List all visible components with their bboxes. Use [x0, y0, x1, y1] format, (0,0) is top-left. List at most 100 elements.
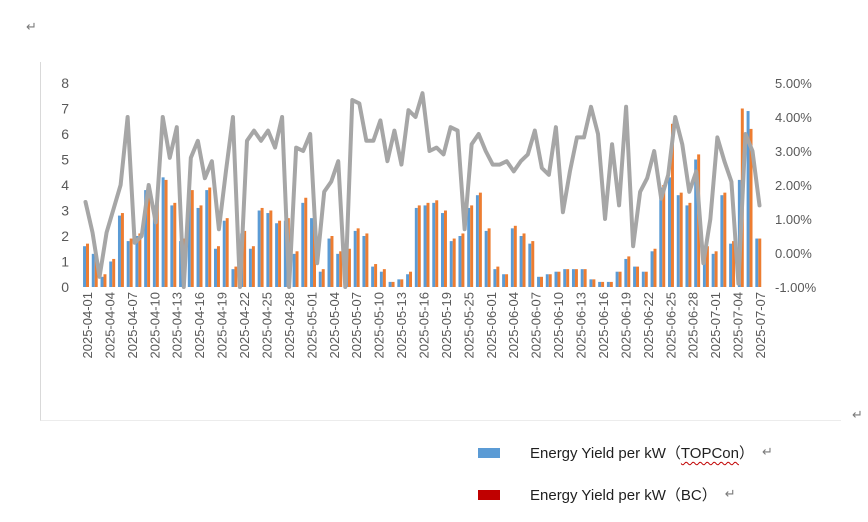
bar-bc — [243, 230, 247, 287]
y-left-tick-label: 7 — [61, 101, 69, 117]
bar-bc — [155, 202, 159, 287]
bar-bc — [164, 179, 168, 287]
x-tick-label: 2025-05-10 — [372, 292, 387, 359]
paragraph-mark-top: ↵ — [26, 20, 37, 35]
bar-bc — [574, 269, 578, 287]
bar-bc — [443, 210, 447, 287]
bar-bc — [662, 185, 666, 287]
y-left-tick-label: 3 — [61, 203, 69, 219]
y-left-tick-label: 2 — [61, 228, 69, 244]
bar-topcon — [275, 223, 279, 287]
bar-bc — [609, 281, 613, 287]
bar-topcon — [310, 218, 314, 287]
bar-topcon — [214, 248, 217, 287]
bar-topcon — [441, 213, 444, 287]
bar-topcon — [598, 281, 602, 287]
paragraph-mark-right: ↵ — [852, 408, 863, 423]
bar-bc — [487, 228, 491, 287]
bar-topcon — [170, 205, 174, 287]
bar-bc — [522, 233, 526, 287]
x-tick-label: 2025-06-07 — [529, 292, 544, 359]
bar-bc — [321, 269, 325, 287]
bar-topcon — [641, 271, 645, 287]
bar-topcon — [519, 236, 523, 287]
bar-topcon — [266, 213, 270, 287]
bar-bc — [531, 241, 535, 287]
bar-topcon — [589, 279, 593, 287]
bar-bc — [732, 241, 736, 287]
bar-bc — [540, 276, 543, 287]
bar-topcon — [432, 202, 436, 287]
x-tick-label: 2025-04-07 — [125, 292, 140, 359]
bar-topcon — [746, 111, 750, 287]
bar-bc — [679, 192, 683, 287]
bar-topcon — [729, 243, 733, 287]
y-left-tick-label: 5 — [61, 152, 69, 168]
bar-bc — [391, 281, 395, 287]
legend-label-bc: Energy Yield per kW（BC） — [530, 487, 717, 504]
bar-bc — [688, 202, 692, 287]
bar-topcon — [528, 243, 532, 287]
bar-bc — [513, 225, 517, 287]
bar-bc — [330, 236, 334, 287]
bar-topcon — [353, 230, 357, 287]
bar-topcon — [100, 276, 104, 287]
y-right-tick-label: -1.00% — [775, 280, 817, 295]
bar-topcon — [257, 210, 261, 287]
bar-bc — [382, 269, 386, 287]
bar-topcon — [406, 274, 410, 287]
bar-topcon — [711, 253, 715, 287]
x-tick-label: 2025-04-19 — [215, 292, 230, 359]
bar-bc — [601, 281, 605, 287]
bar-bc — [723, 192, 727, 287]
bar-bc — [409, 271, 413, 287]
bar-bc — [592, 279, 596, 287]
bar-bc — [758, 238, 762, 287]
bar-bc — [304, 197, 308, 287]
bar-bc — [295, 251, 299, 287]
bar-bc — [644, 271, 648, 287]
x-tick-label: 2025-06-01 — [484, 292, 499, 359]
x-tick-label: 2025-07-07 — [753, 292, 768, 359]
bar-topcon — [388, 281, 392, 287]
bar-topcon — [187, 192, 191, 287]
bar-bc — [356, 228, 360, 287]
x-tick-label: 2025-04-13 — [170, 292, 185, 359]
bar-bc — [496, 266, 500, 287]
bar-topcon — [606, 281, 610, 287]
legend-item-bc: Energy Yield per kW（BC） ↵ — [478, 484, 736, 505]
bar-bc — [670, 123, 674, 287]
bar-topcon — [117, 215, 121, 287]
y-left-tick-label: 6 — [61, 126, 69, 142]
bar-bc — [583, 269, 587, 287]
y-left-tick-label: 0 — [61, 279, 69, 295]
bar-topcon — [615, 271, 619, 287]
bar-topcon — [702, 248, 706, 287]
bar-topcon — [179, 241, 183, 287]
bar-bc — [653, 248, 657, 287]
x-tick-label: 2025-06-28 — [686, 292, 701, 359]
bar-bc — [627, 256, 631, 287]
bar-topcon — [720, 195, 724, 287]
y-left-tick-label: 8 — [61, 75, 69, 91]
bar-bc — [749, 128, 753, 287]
legend-swatch-bc — [478, 489, 500, 500]
bar-bc — [173, 202, 177, 287]
bar-bc — [557, 271, 561, 287]
bar-topcon — [336, 253, 340, 287]
bar-topcon — [327, 238, 331, 287]
bar-topcon — [475, 195, 479, 287]
x-tick-label: 2025-06-10 — [551, 292, 566, 359]
bar-topcon — [248, 248, 252, 287]
bar-topcon — [196, 207, 200, 287]
x-tick-label: 2025-07-04 — [731, 292, 746, 359]
bar-topcon — [676, 195, 680, 287]
bar-bc — [618, 271, 622, 287]
bar-topcon — [659, 187, 663, 287]
bar-bc — [347, 248, 351, 287]
x-tick-label: 2025-06-13 — [574, 292, 589, 359]
bar-bc — [86, 243, 89, 287]
paragraph-mark-legend-1: ↵ — [762, 445, 773, 460]
x-tick-label: 2025-05-01 — [304, 292, 319, 359]
bar-topcon — [231, 269, 235, 287]
